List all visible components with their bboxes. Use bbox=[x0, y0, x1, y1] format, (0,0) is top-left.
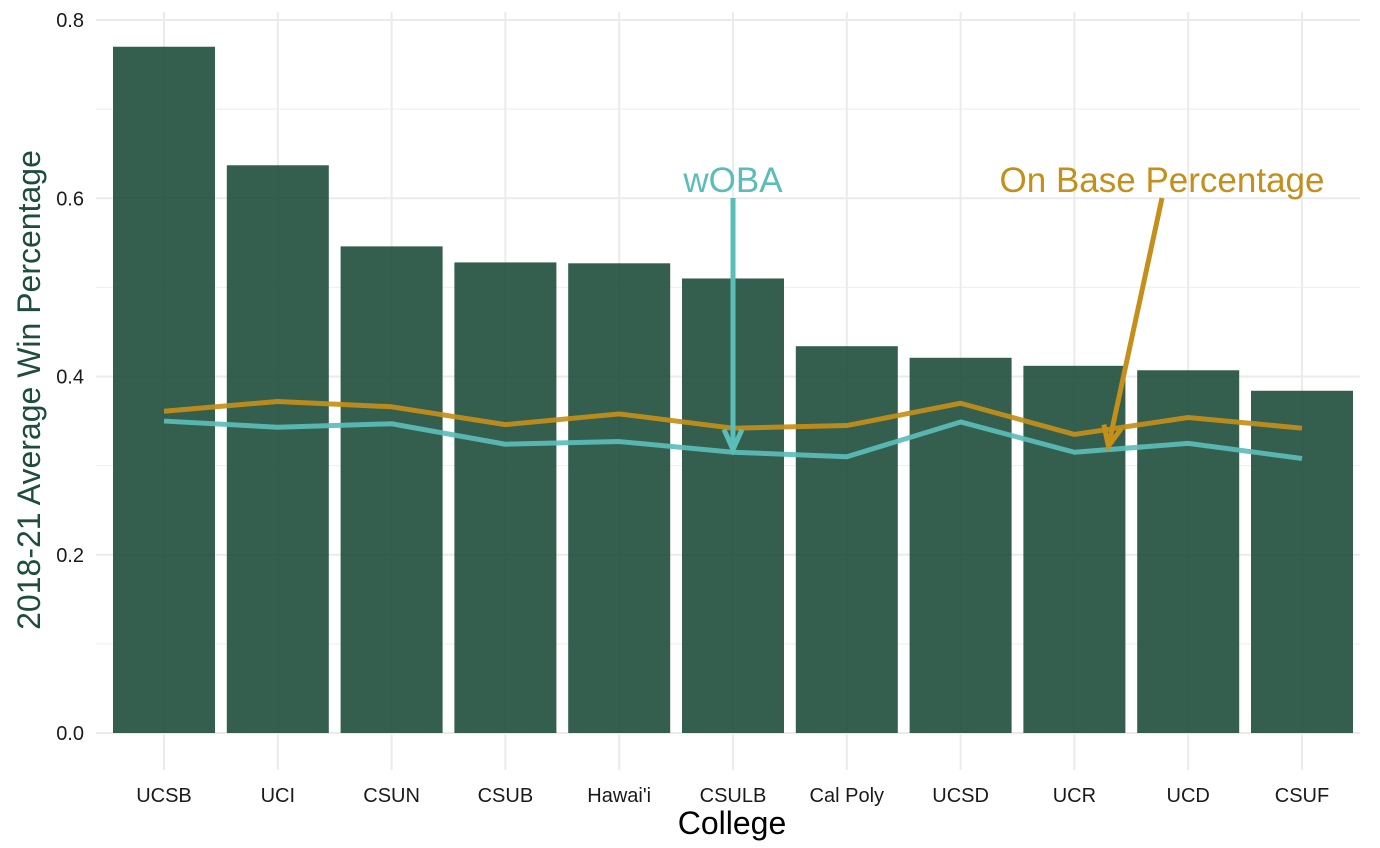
bar bbox=[795, 346, 898, 733]
woba-annotation-label: wOBA bbox=[682, 161, 783, 200]
y-tick-label: 0.2 bbox=[56, 545, 84, 567]
y-tick-label: 0.8 bbox=[56, 10, 84, 32]
x-tick-label: Cal Poly bbox=[810, 785, 884, 807]
bar bbox=[1251, 390, 1353, 733]
x-tick-label: CSUF bbox=[1275, 785, 1329, 807]
x-tick-label: CSUN bbox=[363, 785, 420, 807]
woba-annotation-arrow-head bbox=[721, 428, 745, 456]
x-tick-label: UCD bbox=[1167, 785, 1210, 807]
annotation-layer: wOBA On Base Percentage bbox=[682, 161, 1325, 456]
bar-layer bbox=[113, 46, 1353, 734]
bar bbox=[568, 263, 671, 733]
bar bbox=[454, 262, 557, 733]
bar bbox=[1137, 370, 1240, 733]
x-tick-label: Hawai'i bbox=[587, 785, 651, 807]
bar bbox=[226, 165, 329, 733]
bar bbox=[113, 46, 215, 734]
x-tick-label: CSULB bbox=[700, 785, 767, 807]
x-tick-label: UCSD bbox=[932, 785, 989, 807]
x-tick-label: UCI bbox=[261, 785, 295, 807]
x-tick-label: UCR bbox=[1053, 785, 1096, 807]
obp-annotation-arrow-head bbox=[1101, 424, 1124, 453]
bar bbox=[340, 246, 443, 733]
obp-annotation-label: On Base Percentage bbox=[1000, 161, 1325, 200]
x-tick-label: CSUB bbox=[478, 785, 534, 807]
y-tick-label: 0.0 bbox=[56, 723, 84, 745]
bar bbox=[1023, 365, 1126, 733]
obp-annotation-arrow-shaft bbox=[1105, 197, 1165, 447]
axis-layer: 0.0 0.2 0.4 0.6 0.8 UCSB UCI CSUN CSUB Hawai'i CSU… bbox=[56, 10, 1329, 807]
y-tick-label: 0.4 bbox=[56, 367, 84, 389]
x-axis-title: College bbox=[678, 805, 787, 841]
y-axis-title: 2018-21 Average Win Percentage bbox=[11, 150, 47, 630]
y-tick-label: 0.6 bbox=[56, 188, 84, 210]
x-tick-label: UCSB bbox=[136, 785, 192, 807]
